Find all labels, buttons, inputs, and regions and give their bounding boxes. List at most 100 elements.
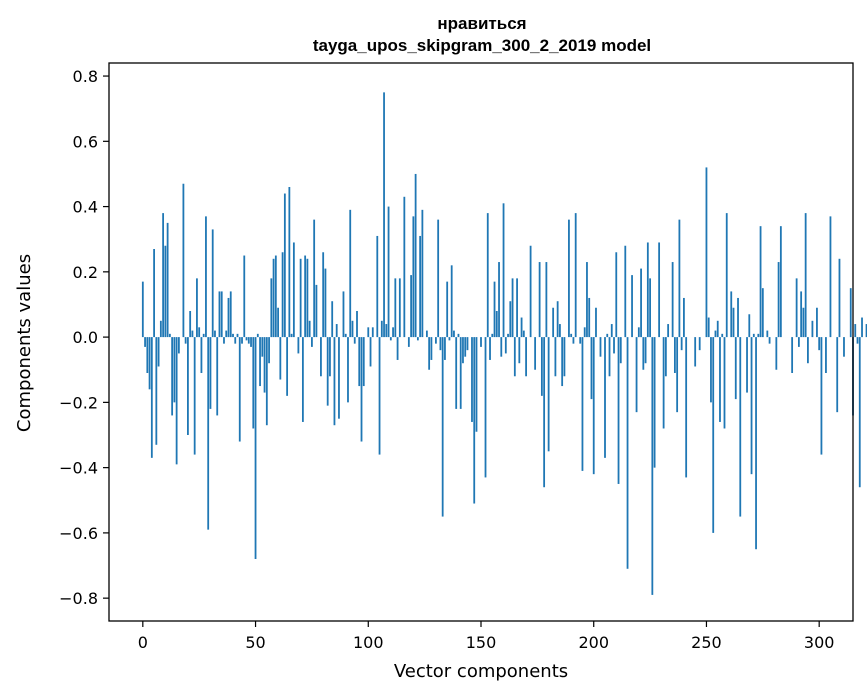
x-tick-label: 150 (466, 633, 497, 652)
bar (493, 281, 496, 338)
bar (473, 337, 476, 504)
bar (631, 275, 633, 338)
bar (856, 337, 859, 344)
bar (304, 255, 307, 338)
bar (768, 337, 771, 344)
bar (430, 337, 433, 360)
bar (750, 337, 753, 475)
bar (407, 337, 410, 347)
bar (344, 333, 347, 338)
bar (678, 219, 681, 338)
bar (389, 337, 392, 341)
bar (360, 337, 363, 442)
bar (211, 229, 214, 338)
bar (286, 337, 289, 396)
bar (308, 320, 311, 338)
bar (714, 330, 717, 338)
bar (383, 92, 385, 338)
bar (854, 324, 857, 338)
bar (367, 327, 370, 338)
bar (683, 297, 685, 338)
bar (491, 333, 494, 338)
bar (315, 284, 318, 338)
y-tick-label: 0.2 (73, 263, 98, 282)
bar (825, 337, 827, 373)
bar (166, 222, 169, 338)
bar (410, 275, 413, 338)
bar (658, 242, 661, 338)
bar (680, 337, 683, 351)
bar (529, 245, 532, 338)
bar (168, 333, 171, 338)
bar (595, 307, 597, 338)
bar (723, 337, 726, 429)
bar (698, 337, 701, 351)
bar (502, 203, 505, 338)
bar (811, 320, 814, 338)
bar (511, 278, 514, 338)
bar (710, 337, 712, 403)
bar (509, 301, 512, 338)
bar (283, 193, 286, 338)
bar (396, 337, 399, 360)
x-tick-label: 0 (138, 633, 148, 652)
bar (513, 337, 516, 377)
bar (236, 333, 239, 338)
bar (807, 337, 809, 364)
bar (338, 337, 340, 419)
bar (232, 333, 234, 338)
bar (263, 337, 266, 393)
bar (606, 333, 609, 338)
bar (256, 333, 259, 338)
bar (349, 209, 352, 338)
bar (673, 337, 676, 373)
bar (500, 337, 503, 357)
bar (216, 337, 219, 416)
bar (779, 226, 782, 338)
bar (419, 235, 422, 338)
bar (649, 278, 651, 338)
bar (247, 337, 250, 344)
bar (624, 245, 627, 338)
bar (261, 337, 264, 357)
bar (333, 337, 336, 426)
bar (617, 337, 620, 484)
bar (320, 337, 322, 377)
bar (274, 255, 277, 338)
bar (484, 337, 487, 478)
bar (394, 278, 397, 338)
chart-title-line-2: tayga_upos_skipgram_300_2_2019 model (313, 36, 651, 55)
bar (646, 242, 649, 338)
bar (277, 307, 279, 338)
bar (572, 337, 575, 344)
bar (403, 196, 406, 338)
bar (820, 337, 823, 455)
bar (182, 183, 185, 338)
bar (193, 337, 196, 455)
bar (642, 337, 645, 370)
bar (836, 337, 839, 413)
bar (522, 330, 525, 338)
bar (322, 252, 325, 338)
bar (800, 291, 803, 338)
bar (608, 337, 611, 377)
bar (200, 337, 203, 373)
y-tick-label: 0.6 (73, 132, 98, 151)
bar (816, 307, 818, 338)
bar (301, 337, 304, 422)
bar (347, 337, 349, 403)
bar (637, 327, 640, 338)
bar (748, 314, 751, 338)
bar (259, 337, 261, 387)
bar (858, 337, 861, 488)
y-tick-label: 0.8 (73, 67, 98, 86)
bar (207, 337, 210, 530)
bar (865, 324, 867, 338)
bar (459, 337, 462, 409)
bar (376, 235, 379, 338)
y-tick-label: −0.8 (59, 589, 98, 608)
bar (518, 337, 521, 364)
bar (498, 262, 500, 338)
bar (732, 307, 735, 338)
bar (245, 337, 248, 341)
